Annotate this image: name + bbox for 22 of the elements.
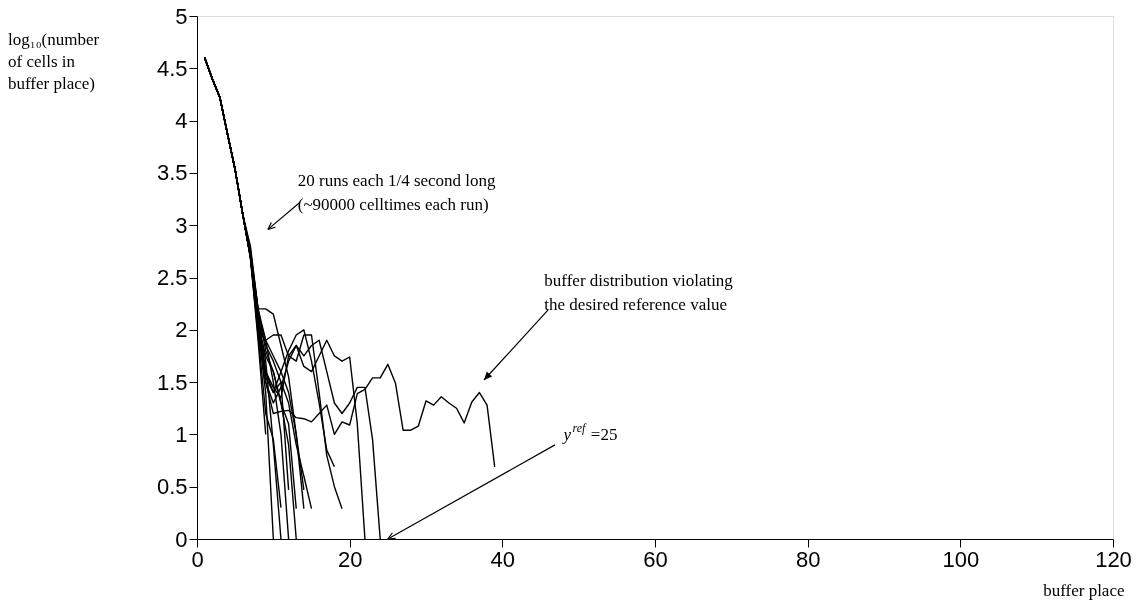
annotation: 20 runs each 1/4 second long (~90000 celltimes each run) — [297, 171, 497, 215]
y-tick-label: 2 — [175, 317, 188, 343]
x-tick-label: 60 — [643, 546, 668, 572]
y-axis-title: log₁₀(number of cells in buffer place) — [8, 30, 100, 93]
y-tick-label: 0 — [175, 526, 188, 552]
y-tick-label: 1 — [175, 421, 188, 447]
y-tick-label: 4.5 — [156, 55, 188, 81]
x-tick-label: 20 — [337, 546, 363, 572]
x-tick-label: 120 — [1095, 546, 1132, 572]
y-tick-label: 0.5 — [156, 474, 188, 500]
y-tick-label: 3 — [175, 212, 188, 238]
y-tick-label: 4 — [175, 108, 188, 134]
x-tick-label: 0 — [191, 546, 204, 572]
x-axis-title: buffer place — [1043, 580, 1125, 600]
y-tick-label: 1.5 — [156, 369, 188, 395]
x-tick-label: 40 — [490, 546, 516, 572]
y-tick-label: 5 — [175, 3, 188, 29]
annotation: buffer distribution violating the desired reference value — [544, 270, 734, 314]
x-tick-label: 80 — [795, 546, 821, 572]
y-tick-label: 3.5 — [156, 160, 188, 186]
y-tick-label: 2.5 — [156, 265, 188, 290]
x-tick-label: 100 — [942, 546, 980, 572]
